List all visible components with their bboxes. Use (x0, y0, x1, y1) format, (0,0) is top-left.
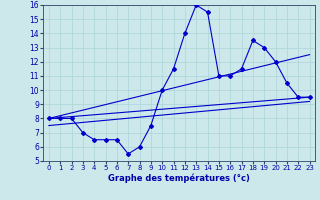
X-axis label: Graphe des températures (°c): Graphe des températures (°c) (108, 174, 250, 183)
